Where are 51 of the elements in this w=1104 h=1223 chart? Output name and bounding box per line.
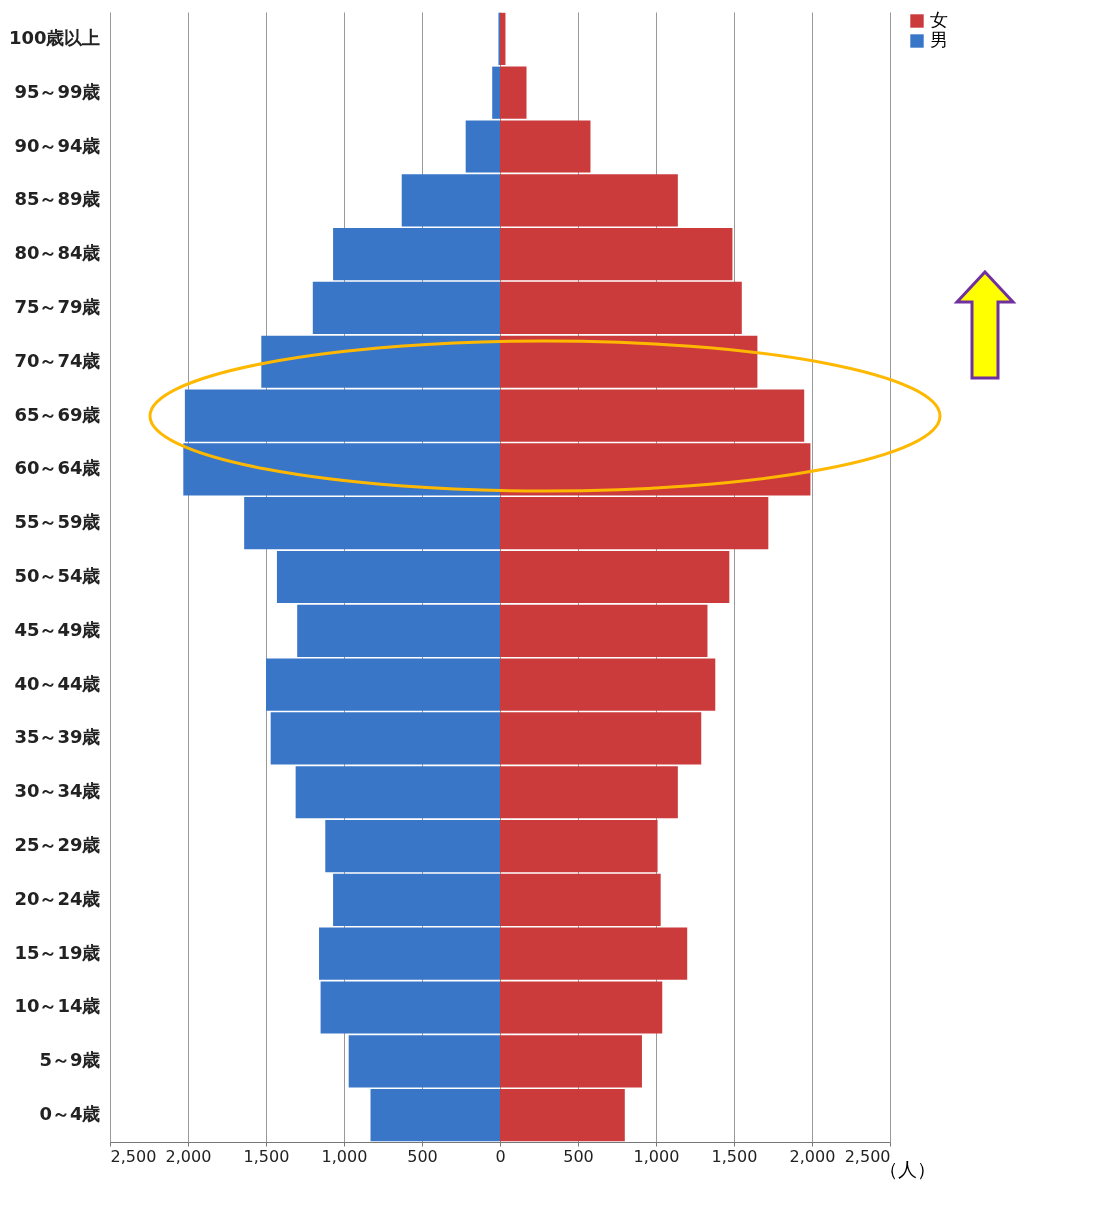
bar [500, 1089, 625, 1142]
y-tick-label: 75～79歳 [14, 295, 101, 317]
x-tick-label: 0 [495, 1146, 506, 1166]
bar [500, 497, 769, 550]
bar [297, 604, 500, 657]
x-tick-label: 1,000 [321, 1146, 368, 1166]
y-tick-label: 15～19歳 [14, 941, 101, 963]
x-tick-label: 500 [563, 1146, 594, 1166]
bar [500, 12, 506, 65]
y-tick-label: 25～29歳 [14, 834, 101, 856]
bar [370, 1089, 500, 1142]
y-tick-label: 100歳以上 [8, 26, 101, 48]
x-tick-label: 1,500 [711, 1146, 758, 1166]
y-tick-label: 30～34歳 [14, 780, 101, 802]
x-tick-label: 2,000 [165, 1146, 212, 1166]
y-tick-label: 5～9歳 [39, 1049, 101, 1071]
y-tick-label: 40～44歳 [14, 672, 101, 694]
legend-label: 女 [930, 9, 948, 30]
bar [325, 819, 500, 873]
y-tick-label: 85～89歳 [14, 188, 101, 210]
y-tick-label: 60～64歳 [14, 457, 101, 479]
y-tick-label: 65～69歳 [14, 403, 101, 425]
y-tick-label: 0～4歳 [39, 1103, 101, 1125]
bar [500, 819, 658, 873]
x-tick-label: 2,500 [110, 1146, 157, 1166]
bar [500, 604, 708, 657]
y-tick-label: 90～94歳 [14, 134, 101, 156]
bar [500, 550, 730, 604]
bar [276, 550, 500, 604]
y-tick-label: 20～24歳 [14, 887, 101, 909]
y-tick-label: 35～39歳 [14, 726, 101, 748]
y-tick-label: 70～74歳 [14, 349, 101, 371]
y-tick-label: 10～14歳 [14, 995, 101, 1017]
bar [500, 228, 733, 281]
y-tick-label: 45～49歳 [14, 618, 101, 640]
x-tick-label: 1,000 [633, 1146, 680, 1166]
legend-label: 男 [930, 29, 948, 50]
bar [312, 281, 500, 335]
x-tick-label: 500 [407, 1146, 438, 1166]
x-tick-label: 2,000 [789, 1146, 836, 1166]
x-tick-label: 2,500 [844, 1146, 891, 1166]
y-tick-label: 50～54歳 [14, 565, 101, 586]
bar [244, 497, 500, 550]
x-tick-label: 1,500 [243, 1146, 290, 1166]
bar [333, 228, 500, 281]
bar [500, 281, 742, 335]
y-tick-label: 55～59歳 [14, 511, 101, 533]
y-tick-label: 95～99歳 [14, 80, 101, 102]
y-tick-label: 80～84歳 [14, 242, 101, 264]
bar [333, 873, 500, 926]
bar [500, 873, 661, 926]
